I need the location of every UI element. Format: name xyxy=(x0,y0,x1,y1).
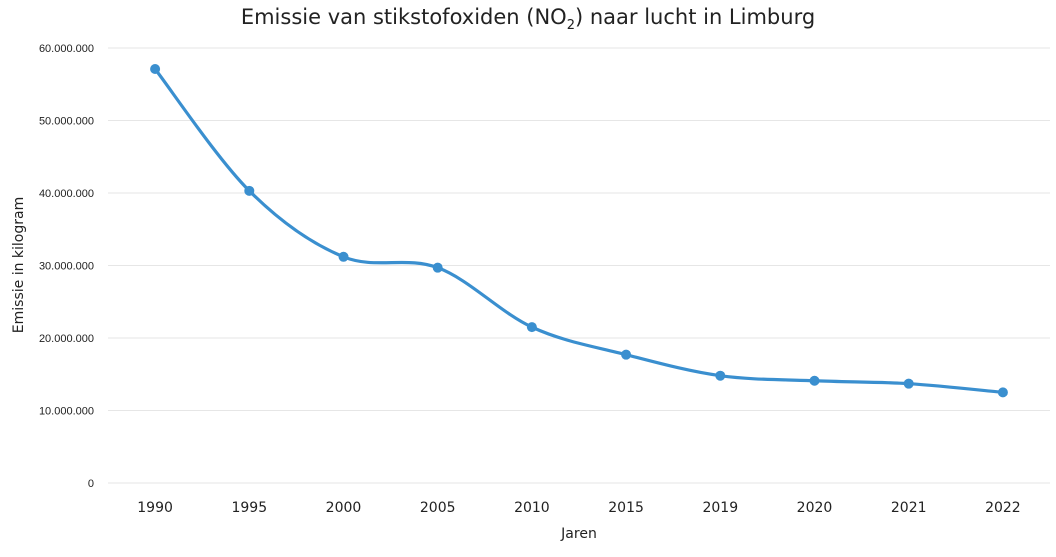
chart-title-main: Emissie van stikstofoxiden (NO xyxy=(240,5,567,29)
data-point xyxy=(432,262,443,273)
x-tick-label: 2020 xyxy=(797,500,833,516)
y-tick-label: 40.000.000 xyxy=(39,188,94,200)
y-tick-label: 10.000.000 xyxy=(39,406,94,418)
data-point xyxy=(997,387,1008,398)
data-point-markers xyxy=(150,64,1008,398)
x-tick-label: 2010 xyxy=(514,500,550,516)
series-line-0 xyxy=(153,67,1005,394)
chart-title-suffix: ) naar lucht in Limburg xyxy=(574,5,816,29)
y-tick-label: 20.000.000 xyxy=(39,333,94,345)
y-axis-tick-labels: 0 10.000.000 20.000.000 30.000.000 40.000.00… xyxy=(39,43,94,490)
data-point xyxy=(150,64,161,75)
gridlines xyxy=(108,47,1050,484)
y-tick-label: 0 xyxy=(88,478,94,490)
chart-title: Emissie van stikstofoxiden (NO2) naar lu… xyxy=(0,5,1056,33)
data-point xyxy=(244,185,255,196)
x-axis-title: Jaren xyxy=(560,526,597,542)
series-line-layer xyxy=(153,67,1005,394)
x-tick-label: 1995 xyxy=(231,500,267,516)
x-tick-label: 1990 xyxy=(137,500,173,516)
y-tick-label: 30.000.000 xyxy=(39,261,94,273)
chart-title-subscript: 2 xyxy=(566,18,575,34)
x-tick-label: 2021 xyxy=(891,500,927,516)
y-tick-label: 60.000.000 xyxy=(39,43,94,55)
data-point xyxy=(338,251,349,262)
x-tick-label: 2022 xyxy=(985,500,1021,516)
x-tick-label: 2015 xyxy=(608,500,644,516)
data-point xyxy=(526,322,537,333)
data-point xyxy=(903,378,914,389)
y-axis-title: Emissie in kilogram xyxy=(11,197,27,333)
x-tick-label: 2019 xyxy=(702,500,738,516)
x-tick-label: 2000 xyxy=(326,500,362,516)
data-point xyxy=(809,375,820,386)
x-axis-tick-labels: 1990 1995 2000 2005 2010 2015 2019 2020 2021 2022 xyxy=(137,500,1020,516)
x-tick-label: 2005 xyxy=(420,500,456,516)
y-tick-label: 50.000.000 xyxy=(39,116,94,128)
data-point xyxy=(715,370,726,381)
data-point xyxy=(621,349,632,360)
